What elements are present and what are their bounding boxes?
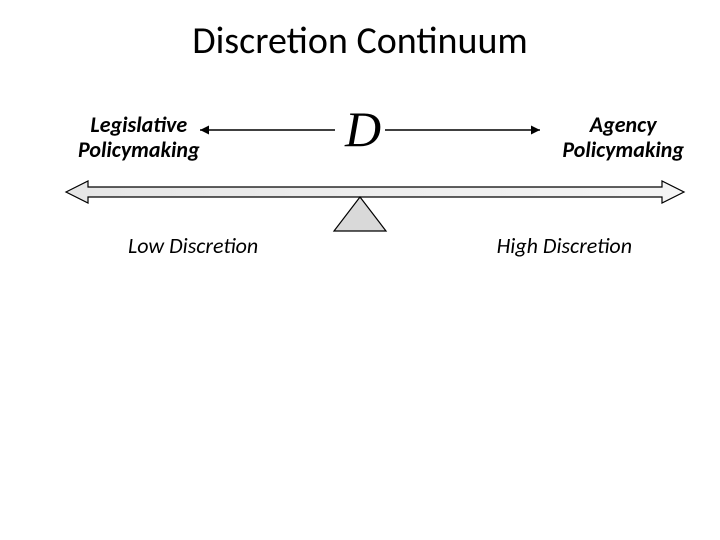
high-discretion-label: High Discretion [497, 233, 632, 258]
diagram-svg [0, 0, 720, 540]
low-discretion-label: Low Discretion [128, 233, 258, 258]
continuum-arrow [66, 181, 684, 203]
fulcrum-triangle [334, 197, 386, 231]
